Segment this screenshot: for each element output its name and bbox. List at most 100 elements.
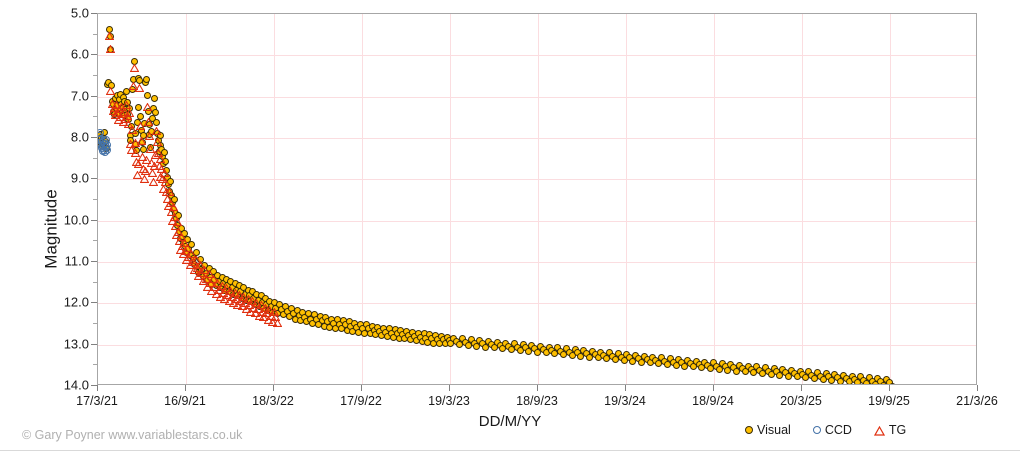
legend-item-visual[interactable]: Visual bbox=[745, 423, 791, 437]
data-point-visual bbox=[137, 113, 145, 120]
data-point-visual bbox=[347, 322, 355, 330]
data-point-visual bbox=[343, 326, 351, 334]
data-point-ccd bbox=[100, 140, 109, 149]
data-point-visual bbox=[842, 375, 850, 383]
data-point-tg bbox=[202, 278, 213, 291]
data-point-visual bbox=[562, 345, 570, 353]
x-axis-tick bbox=[273, 385, 274, 391]
data-point-visual bbox=[508, 346, 516, 354]
data-point-tg bbox=[128, 77, 138, 90]
y-axis-label: 6.0 bbox=[70, 46, 89, 62]
data-point-visual bbox=[158, 146, 166, 154]
data-point-tg bbox=[191, 251, 201, 264]
data-point-visual bbox=[594, 354, 602, 362]
data-point-tg bbox=[141, 151, 152, 165]
data-point-visual bbox=[332, 324, 340, 332]
data-point-visual bbox=[675, 356, 683, 364]
data-point-visual bbox=[134, 103, 142, 111]
gridline-horizontal bbox=[98, 303, 976, 305]
data-point-visual bbox=[208, 281, 216, 289]
data-point-tg bbox=[217, 277, 227, 290]
data-point-visual bbox=[787, 366, 795, 374]
data-point-visual bbox=[611, 356, 619, 364]
data-point-visual bbox=[565, 348, 573, 356]
data-point-visual bbox=[880, 381, 888, 384]
data-point-visual bbox=[310, 311, 318, 319]
y-axis-label: 14.0 bbox=[63, 377, 89, 393]
data-point-visual bbox=[655, 360, 663, 368]
gridline-vertical bbox=[274, 14, 275, 384]
data-point-visual bbox=[730, 364, 738, 372]
data-point-tg bbox=[155, 168, 165, 181]
data-point-visual bbox=[122, 88, 130, 96]
data-point-visual bbox=[177, 224, 185, 232]
data-point-tg bbox=[114, 100, 125, 114]
data-point-visual bbox=[805, 368, 813, 376]
tg-marker-icon bbox=[873, 425, 885, 436]
data-point-visual bbox=[238, 294, 246, 302]
x-axis-label: 19/3/24 bbox=[604, 394, 646, 408]
data-point-visual bbox=[372, 331, 380, 339]
data-point-tg bbox=[115, 108, 126, 122]
data-point-visual bbox=[652, 356, 660, 364]
x-axis-tick bbox=[713, 385, 714, 391]
data-point-tg bbox=[168, 198, 179, 212]
data-point-tg bbox=[251, 294, 262, 308]
data-point-visual bbox=[467, 336, 475, 344]
data-point-visual bbox=[235, 282, 243, 290]
data-point-visual bbox=[672, 361, 680, 369]
data-point-tg bbox=[171, 226, 182, 239]
data-point-tg bbox=[247, 292, 258, 305]
gridline-vertical bbox=[186, 14, 187, 384]
data-point-visual bbox=[120, 111, 128, 119]
data-point-visual bbox=[600, 351, 608, 359]
x-axis-label: 16/9/21 bbox=[164, 394, 206, 408]
data-point-tg bbox=[208, 270, 219, 283]
data-point-visual bbox=[324, 318, 332, 326]
data-point-visual bbox=[335, 320, 343, 328]
data-point-visual bbox=[278, 306, 286, 314]
data-point-visual bbox=[322, 314, 330, 322]
data-point-visual bbox=[764, 367, 772, 375]
data-point-visual bbox=[845, 378, 853, 384]
data-point-visual bbox=[337, 325, 345, 333]
gridline-horizontal bbox=[98, 262, 976, 263]
data-point-visual bbox=[143, 75, 151, 83]
data-point-visual bbox=[330, 319, 338, 327]
data-point-tg bbox=[118, 113, 129, 127]
data-point-visual bbox=[839, 371, 847, 379]
data-point-ccd bbox=[98, 138, 107, 147]
data-point-visual bbox=[149, 114, 157, 122]
data-point-visual bbox=[128, 122, 136, 130]
y-axis-label: 12.0 bbox=[63, 294, 89, 310]
data-point-tg bbox=[119, 103, 130, 116]
data-point-visual bbox=[609, 352, 617, 360]
data-point-tg bbox=[135, 117, 146, 130]
legend-item-tg[interactable]: TG bbox=[873, 423, 906, 437]
data-point-tg bbox=[137, 148, 148, 162]
data-point-tg bbox=[228, 294, 239, 308]
data-point-visual bbox=[160, 160, 168, 168]
data-point-visual bbox=[124, 110, 132, 118]
data-point-visual bbox=[123, 99, 131, 107]
data-point-visual bbox=[640, 352, 648, 360]
data-point-visual bbox=[349, 327, 357, 335]
legend-item-ccd[interactable]: CCD bbox=[812, 423, 852, 437]
data-point-visual bbox=[779, 365, 787, 373]
data-point-tg bbox=[126, 141, 137, 155]
data-point-visual bbox=[391, 326, 399, 334]
data-point-tg bbox=[113, 111, 124, 125]
data-point-visual bbox=[721, 363, 729, 371]
data-point-tg bbox=[263, 311, 274, 324]
data-point-visual bbox=[692, 357, 700, 365]
data-point-visual bbox=[130, 58, 138, 66]
data-point-visual bbox=[136, 77, 144, 85]
data-point-visual bbox=[98, 139, 105, 147]
data-point-visual bbox=[376, 327, 384, 335]
data-point-ccd bbox=[98, 147, 107, 156]
data-point-visual bbox=[393, 330, 401, 338]
data-point-tg bbox=[156, 150, 166, 163]
data-point-visual bbox=[678, 359, 686, 367]
data-point-visual bbox=[132, 140, 139, 148]
